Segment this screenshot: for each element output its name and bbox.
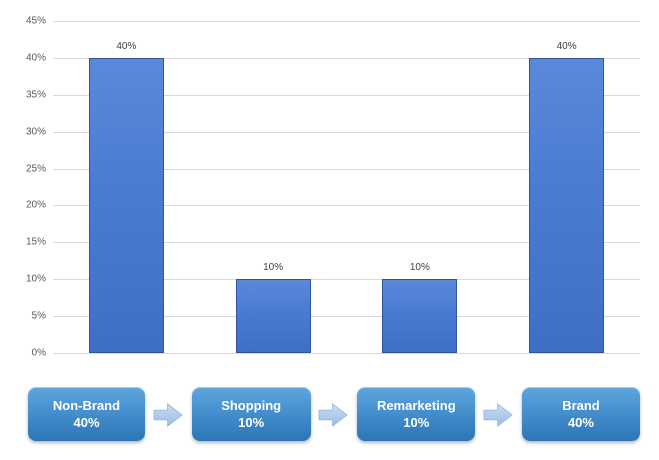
right-arrow-icon — [153, 403, 183, 427]
flow-node-brand: Brand 40% — [521, 387, 640, 441]
gridline — [53, 353, 640, 354]
flow-node-shopping: Shopping 10% — [191, 387, 311, 441]
flow-node-value: 40% — [73, 415, 100, 430]
bar-data-label: 10% — [409, 262, 430, 274]
flow-node-remarketing: Remarketing 10% — [357, 387, 476, 441]
gridline — [53, 279, 640, 281]
y-axis-tick-label: 15% — [25, 236, 46, 248]
flow-node-label: Non-Brand — [52, 397, 121, 413]
gridline — [53, 57, 640, 59]
right-arrow-icon — [483, 403, 513, 427]
gridline — [53, 242, 640, 244]
flow-node-value: 10% — [403, 415, 430, 430]
y-axis-tick-label: 10% — [25, 273, 46, 285]
y-axis-tick-label: 35% — [25, 89, 46, 101]
y-axis-tick-label: 0% — [31, 347, 46, 359]
flow-node-label: Brand — [562, 397, 600, 413]
bar-data-label: 40% — [556, 40, 577, 52]
flow-node-label: Remarketing — [376, 397, 456, 413]
gridline — [53, 21, 640, 22]
flow-node-value: 40% — [567, 415, 594, 430]
y-axis-tick-label: 40% — [25, 52, 46, 64]
plot-area: 40% 10% 10% 40% — [53, 21, 640, 354]
bar-remarketing — [382, 279, 458, 353]
flow-node-label: Shopping — [221, 397, 282, 413]
bar-brand — [529, 57, 605, 353]
bar-data-label: 10% — [263, 262, 284, 274]
y-axis-tick-label: 45% — [25, 15, 46, 27]
flow-node-value: 10% — [238, 415, 265, 430]
right-arrow-icon — [319, 403, 349, 427]
flow-node-non-brand: Non-Brand 40% — [28, 387, 145, 441]
bar-non-brand — [88, 57, 164, 353]
y-axis-tick-label: 25% — [25, 163, 46, 175]
y-axis-tick-label: 30% — [25, 126, 46, 138]
y-axis-tick-label: 5% — [31, 310, 46, 322]
gridline — [53, 205, 640, 207]
bar-shopping — [235, 279, 311, 353]
y-axis-tick-label: 20% — [25, 199, 46, 211]
gridline — [53, 168, 640, 170]
gridline — [53, 94, 640, 96]
gridline — [53, 316, 640, 318]
funnel-flow: Non-Brand 40% Shopping 10% Remarketing 1… — [28, 387, 640, 441]
y-axis: 45% 40% 35% 30% 25% 20% 15% 10% 5% 0% — [0, 16, 46, 359]
bar-data-label: 40% — [116, 40, 137, 52]
gridline — [53, 131, 640, 133]
